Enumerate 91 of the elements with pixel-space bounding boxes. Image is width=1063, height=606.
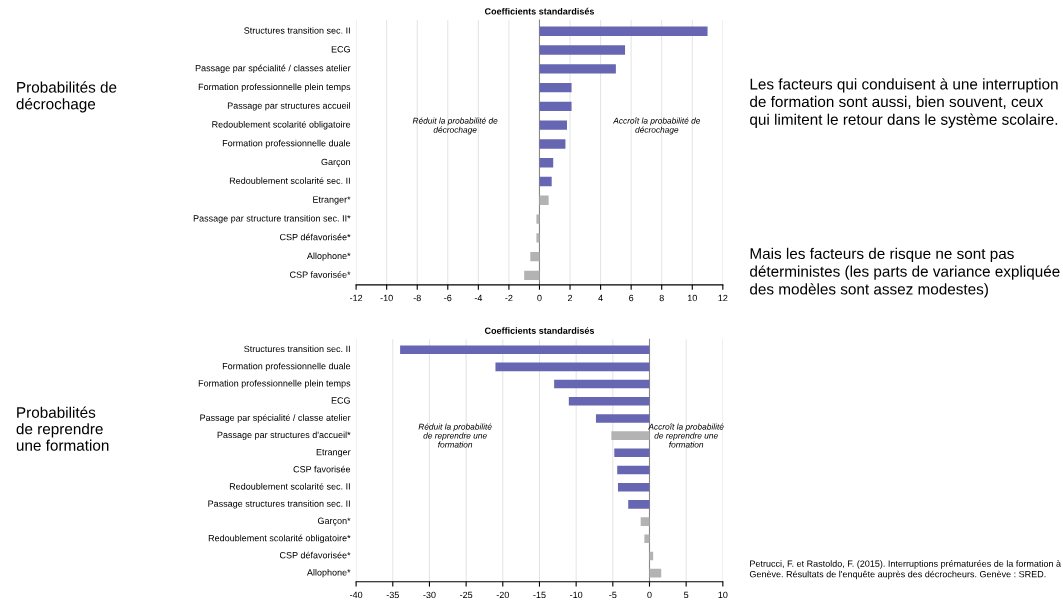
x-tick-label: -20 bbox=[496, 591, 509, 599]
y-tick-label: ECG bbox=[331, 397, 350, 404]
y-tick-label: Formation professionnelle duale bbox=[222, 139, 351, 149]
y-tick-label: Formation professionnelle plein temps bbox=[198, 379, 351, 389]
x-tick-label: 0 bbox=[537, 294, 542, 302]
y-tick-label: CSP défavorisée* bbox=[279, 233, 351, 241]
bar bbox=[400, 345, 650, 354]
y-tick-label: Passage par structure transition sec. II* bbox=[193, 214, 351, 224]
x-tick-label: -10 bbox=[380, 294, 393, 302]
text: Les facteurs qui conduisent à une interruption de formation sont aussi, bien souvent, ceux qui limitent le retour dans le système scolaire. bbox=[750, 78, 1058, 128]
x-tick-label: 0 bbox=[647, 591, 652, 599]
y-tick-label: Structures transition sec. II bbox=[244, 27, 350, 34]
annotation: Réduit la probabilité de reprendre une formation bbox=[418, 423, 492, 448]
bar bbox=[539, 64, 616, 74]
y-tick-label: Redoublement scolarité obligatoire bbox=[212, 120, 351, 130]
x-tick-label: 6 bbox=[629, 294, 634, 302]
y-tick-label: Passage par spécialité / classes atelier bbox=[195, 64, 351, 74]
x-tick-label: -12 bbox=[349, 294, 363, 302]
bar bbox=[539, 120, 567, 130]
bar bbox=[539, 82, 572, 93]
y-tick-label: Formation professionnelle plein temps bbox=[198, 83, 351, 92]
x-tick-label: -35 bbox=[386, 591, 399, 599]
bar bbox=[617, 482, 650, 492]
y-tick-label: Passage par structures d'accueil* bbox=[217, 431, 351, 440]
x-tick-label: -40 bbox=[349, 591, 363, 599]
bar bbox=[539, 195, 549, 205]
bar bbox=[554, 379, 650, 389]
chart-title: Coefficients standardisés bbox=[484, 327, 595, 334]
bar bbox=[611, 431, 650, 440]
y-tick-label: ECG bbox=[331, 46, 350, 53]
annotation: Accroît la probabilité de décrochage bbox=[612, 117, 701, 135]
y-tick-label: CSP favorisée bbox=[293, 465, 351, 473]
text: Probabilités de reprendre une formation bbox=[16, 406, 109, 451]
bar bbox=[539, 139, 566, 149]
y-tick-label: Allophone* bbox=[306, 568, 351, 578]
x-tick-label: -10 bbox=[570, 591, 583, 599]
bar bbox=[539, 45, 626, 55]
annotation: Réduit la probabilité de décrochage bbox=[412, 117, 498, 135]
bar bbox=[614, 448, 650, 458]
bar bbox=[536, 214, 540, 224]
bar bbox=[568, 396, 650, 406]
x-tick-label: 5 bbox=[684, 591, 689, 599]
y-tick-label: Redoublement scolarité sec. II bbox=[229, 482, 350, 490]
bar bbox=[644, 534, 650, 544]
bar bbox=[628, 500, 650, 509]
y-tick-label: Passage par structures accueil bbox=[227, 102, 351, 111]
y-tick-label: Etranger* bbox=[313, 196, 351, 205]
bar bbox=[595, 414, 650, 423]
x-tick-label: 10 bbox=[687, 294, 697, 302]
y-tick-label: Garçon bbox=[321, 158, 351, 167]
y-tick-label: Formation professionnelle duale bbox=[222, 362, 351, 372]
text: Petrucci, F. et Rastoldo, F. (2015). Interruptions prématurées de la formation à Genève. Résultats de l'enquête auprès des décrocheurs. Genève : SRED. bbox=[749, 560, 1062, 580]
x-tick-label: -8 bbox=[413, 294, 421, 302]
y-tick-label: Passage par spécialité / classe atelier bbox=[200, 414, 351, 423]
x-tick-label: -30 bbox=[423, 591, 436, 599]
bar bbox=[539, 158, 554, 168]
y-tick-label: Passage structures transition sec. II bbox=[208, 500, 350, 509]
text: Probabilités de décrochage bbox=[16, 81, 117, 113]
x-tick-label: -4 bbox=[474, 294, 483, 302]
y-tick-label: Redoublement scolarité sec. II bbox=[229, 177, 350, 184]
bar bbox=[539, 26, 708, 36]
bar bbox=[617, 465, 650, 475]
bar bbox=[539, 176, 552, 187]
y-tick-label: Structures transition sec. II bbox=[244, 345, 350, 353]
bar bbox=[524, 270, 540, 281]
x-tick-label: 8 bbox=[659, 294, 664, 302]
x-tick-label: -2 bbox=[505, 294, 513, 302]
x-tick-label: 10 bbox=[718, 591, 728, 599]
x-tick-label: 2 bbox=[567, 294, 573, 302]
y-tick-label: Allophone* bbox=[306, 252, 351, 261]
x-tick-label: 12 bbox=[718, 294, 728, 302]
x-tick-label: -25 bbox=[460, 591, 473, 599]
y-tick-label: Garçon* bbox=[317, 517, 351, 526]
chart-title: Coefficients standardisés bbox=[484, 7, 595, 15]
x-tick-label: -15 bbox=[533, 591, 546, 599]
y-tick-label: Etranger bbox=[316, 448, 351, 458]
x-tick-label: -5 bbox=[609, 591, 617, 599]
x-tick-label: 4 bbox=[598, 294, 603, 302]
bar bbox=[649, 551, 654, 561]
annotation: Accroît la probabilité de reprendre une formation bbox=[648, 423, 724, 448]
bar bbox=[649, 568, 662, 578]
bar bbox=[530, 251, 540, 262]
text: Mais les facteurs de risque ne sont pas déterministes (les parts de variance expliquée des modèles sont assez modestes) bbox=[750, 247, 1060, 298]
y-tick-label: CSP défavorisée* bbox=[279, 551, 351, 559]
y-tick-label: Redoublement scolarité obligatoire* bbox=[208, 534, 351, 544]
x-tick-label: -6 bbox=[444, 294, 452, 302]
bar bbox=[495, 362, 650, 372]
bar bbox=[536, 233, 540, 243]
bar bbox=[539, 101, 572, 112]
bar bbox=[640, 517, 650, 526]
y-tick-label: CSP favorisée* bbox=[290, 271, 351, 278]
